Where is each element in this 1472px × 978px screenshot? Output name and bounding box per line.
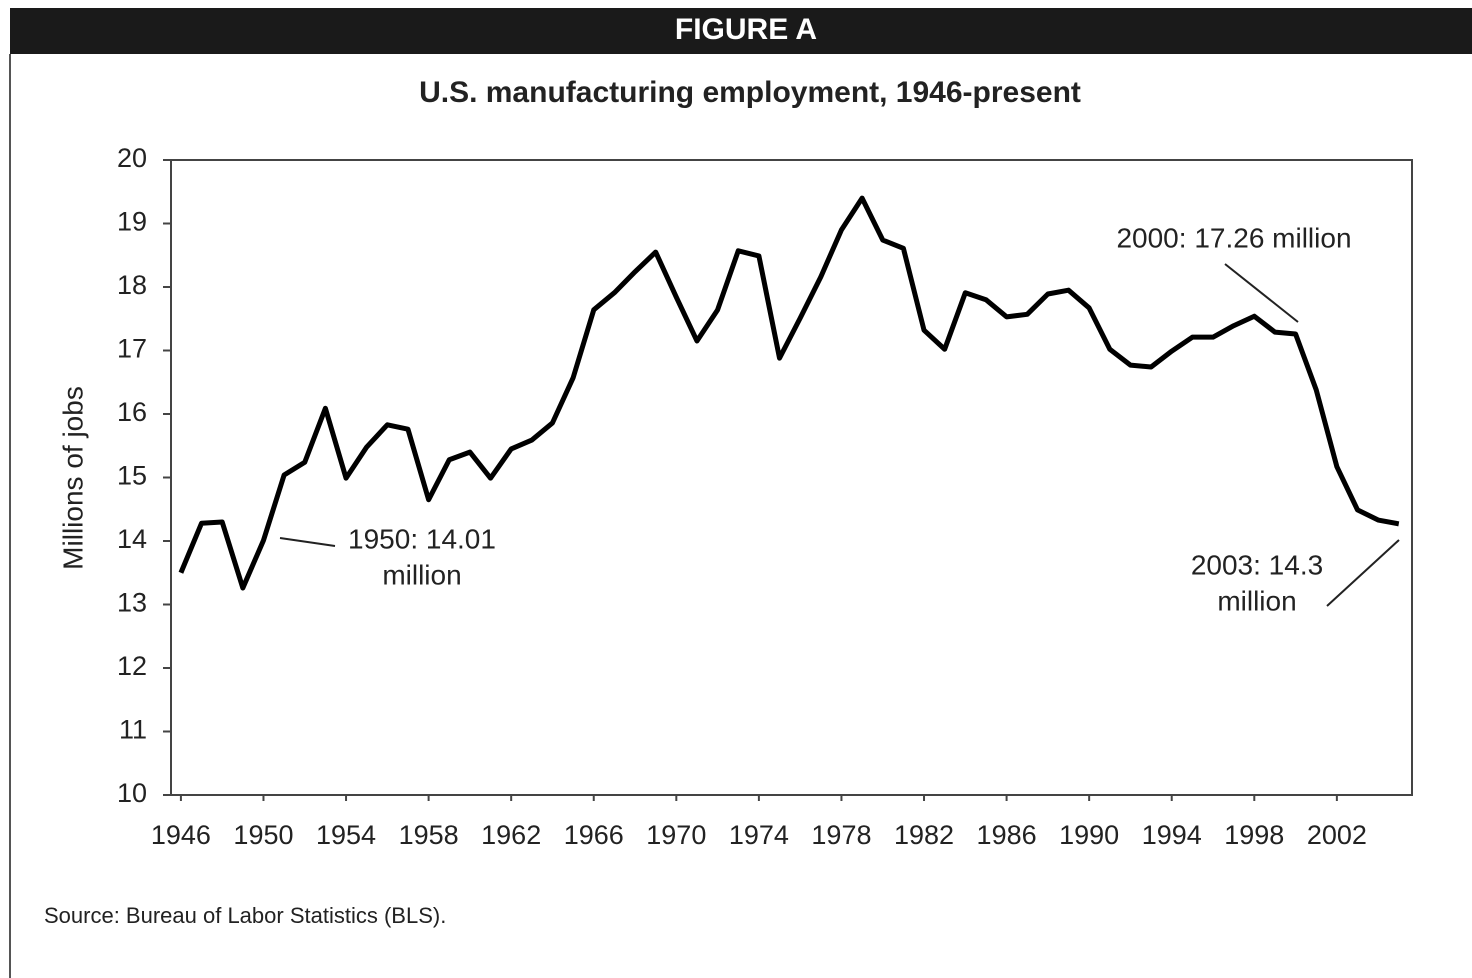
x-tick-label: 1962 [481,820,541,850]
x-tick-label: 1950 [233,820,293,850]
x-tick-label: 1990 [1059,820,1119,850]
x-tick-label: 1954 [316,820,376,850]
x-tick-label: 1998 [1224,820,1284,850]
annotation: 2000: 17.26 million [1116,222,1351,253]
y-tick-label: 18 [117,270,147,300]
y-axis-label: Millions of jobs [57,386,88,570]
figure-label: FIGURE A [675,13,817,46]
header-bar [10,8,1472,54]
annotation-leader [1326,539,1400,607]
x-tick-label: 1982 [894,820,954,850]
y-tick-label: 17 [117,334,147,364]
x-tick-label: 1994 [1142,820,1202,850]
x-tick-label: 1974 [729,820,789,850]
y-tick-label: 20 [117,143,147,173]
annotation: million [1217,585,1296,616]
annotation-leader [279,537,336,547]
chart-title: U.S. manufacturing employment, 1946-pres… [419,76,1081,109]
y-tick-label: 13 [117,588,147,618]
plot-frame [170,159,1413,796]
x-tick-label: 1970 [646,820,706,850]
y-tick-label: 19 [117,207,147,237]
annotation: 2003: 14.3 [1191,549,1323,580]
y-tick-label: 10 [117,778,147,808]
y-tick-label: 14 [117,524,147,554]
annotation-leader [1224,263,1299,323]
annotation: 1950: 14.01 [348,523,496,554]
x-tick-label: 1958 [399,820,459,850]
y-tick-label: 11 [119,715,147,745]
x-tick-label: 1966 [564,820,624,850]
x-tick-label: 1978 [811,820,871,850]
x-tick-label: 2002 [1307,820,1367,850]
annotation: million [382,559,461,590]
x-tick-label: 1946 [151,820,211,850]
y-tick-label: 12 [117,651,147,681]
source-note: Source: Bureau of Labor Statistics (BLS)… [44,903,446,928]
data-line [178,195,1400,591]
x-tick-label: 1986 [977,820,1037,850]
y-tick-label: 15 [117,461,147,491]
y-tick-label: 16 [117,397,147,427]
